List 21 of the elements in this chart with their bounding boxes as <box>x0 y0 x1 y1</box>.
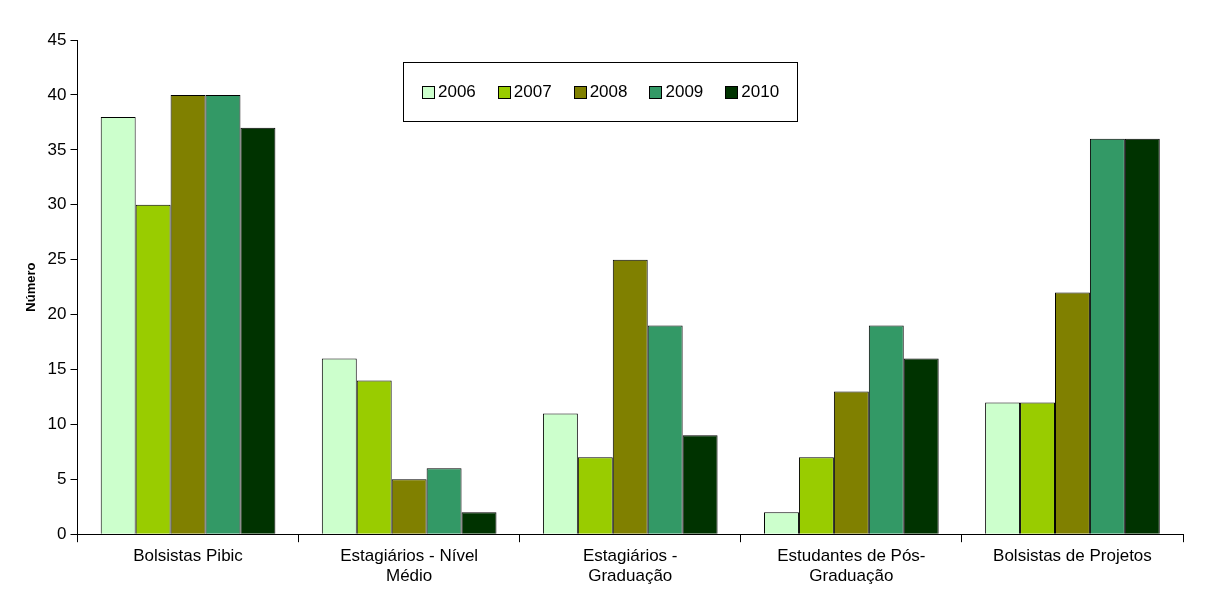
x-tick-label: Estudantes de Pós-Graduação <box>777 546 926 586</box>
y-tick-label: 45 <box>47 29 67 49</box>
y-tick-label: 0 <box>57 523 67 543</box>
legend-label: 2008 <box>589 82 628 102</box>
legend-label: 2009 <box>665 82 704 102</box>
x-tick-label: Estagiários - Nível Médio <box>340 546 479 586</box>
x-tick-label: Bolsistas de Projetos <box>993 546 1152 566</box>
y-tick-label: 40 <box>47 84 67 104</box>
x-tick-label: Bolsistas Pibic <box>133 546 244 566</box>
y-tick-label: 5 <box>57 468 67 488</box>
x-tick-label: Estagiários - Graduação <box>583 546 678 586</box>
y-tick-label: 25 <box>47 249 67 269</box>
y-tick-label: 30 <box>47 194 67 214</box>
legend-label: 2010 <box>741 82 780 102</box>
y-tick-label: 35 <box>47 139 67 159</box>
legend-label: 2006 <box>438 82 476 102</box>
y-tick-label: 10 <box>47 414 67 434</box>
y-tick-label: 20 <box>47 304 67 324</box>
legend-label: 2007 <box>513 82 552 102</box>
y-tick-label: 15 <box>47 359 67 379</box>
y-axis-title: Número <box>23 262 39 312</box>
